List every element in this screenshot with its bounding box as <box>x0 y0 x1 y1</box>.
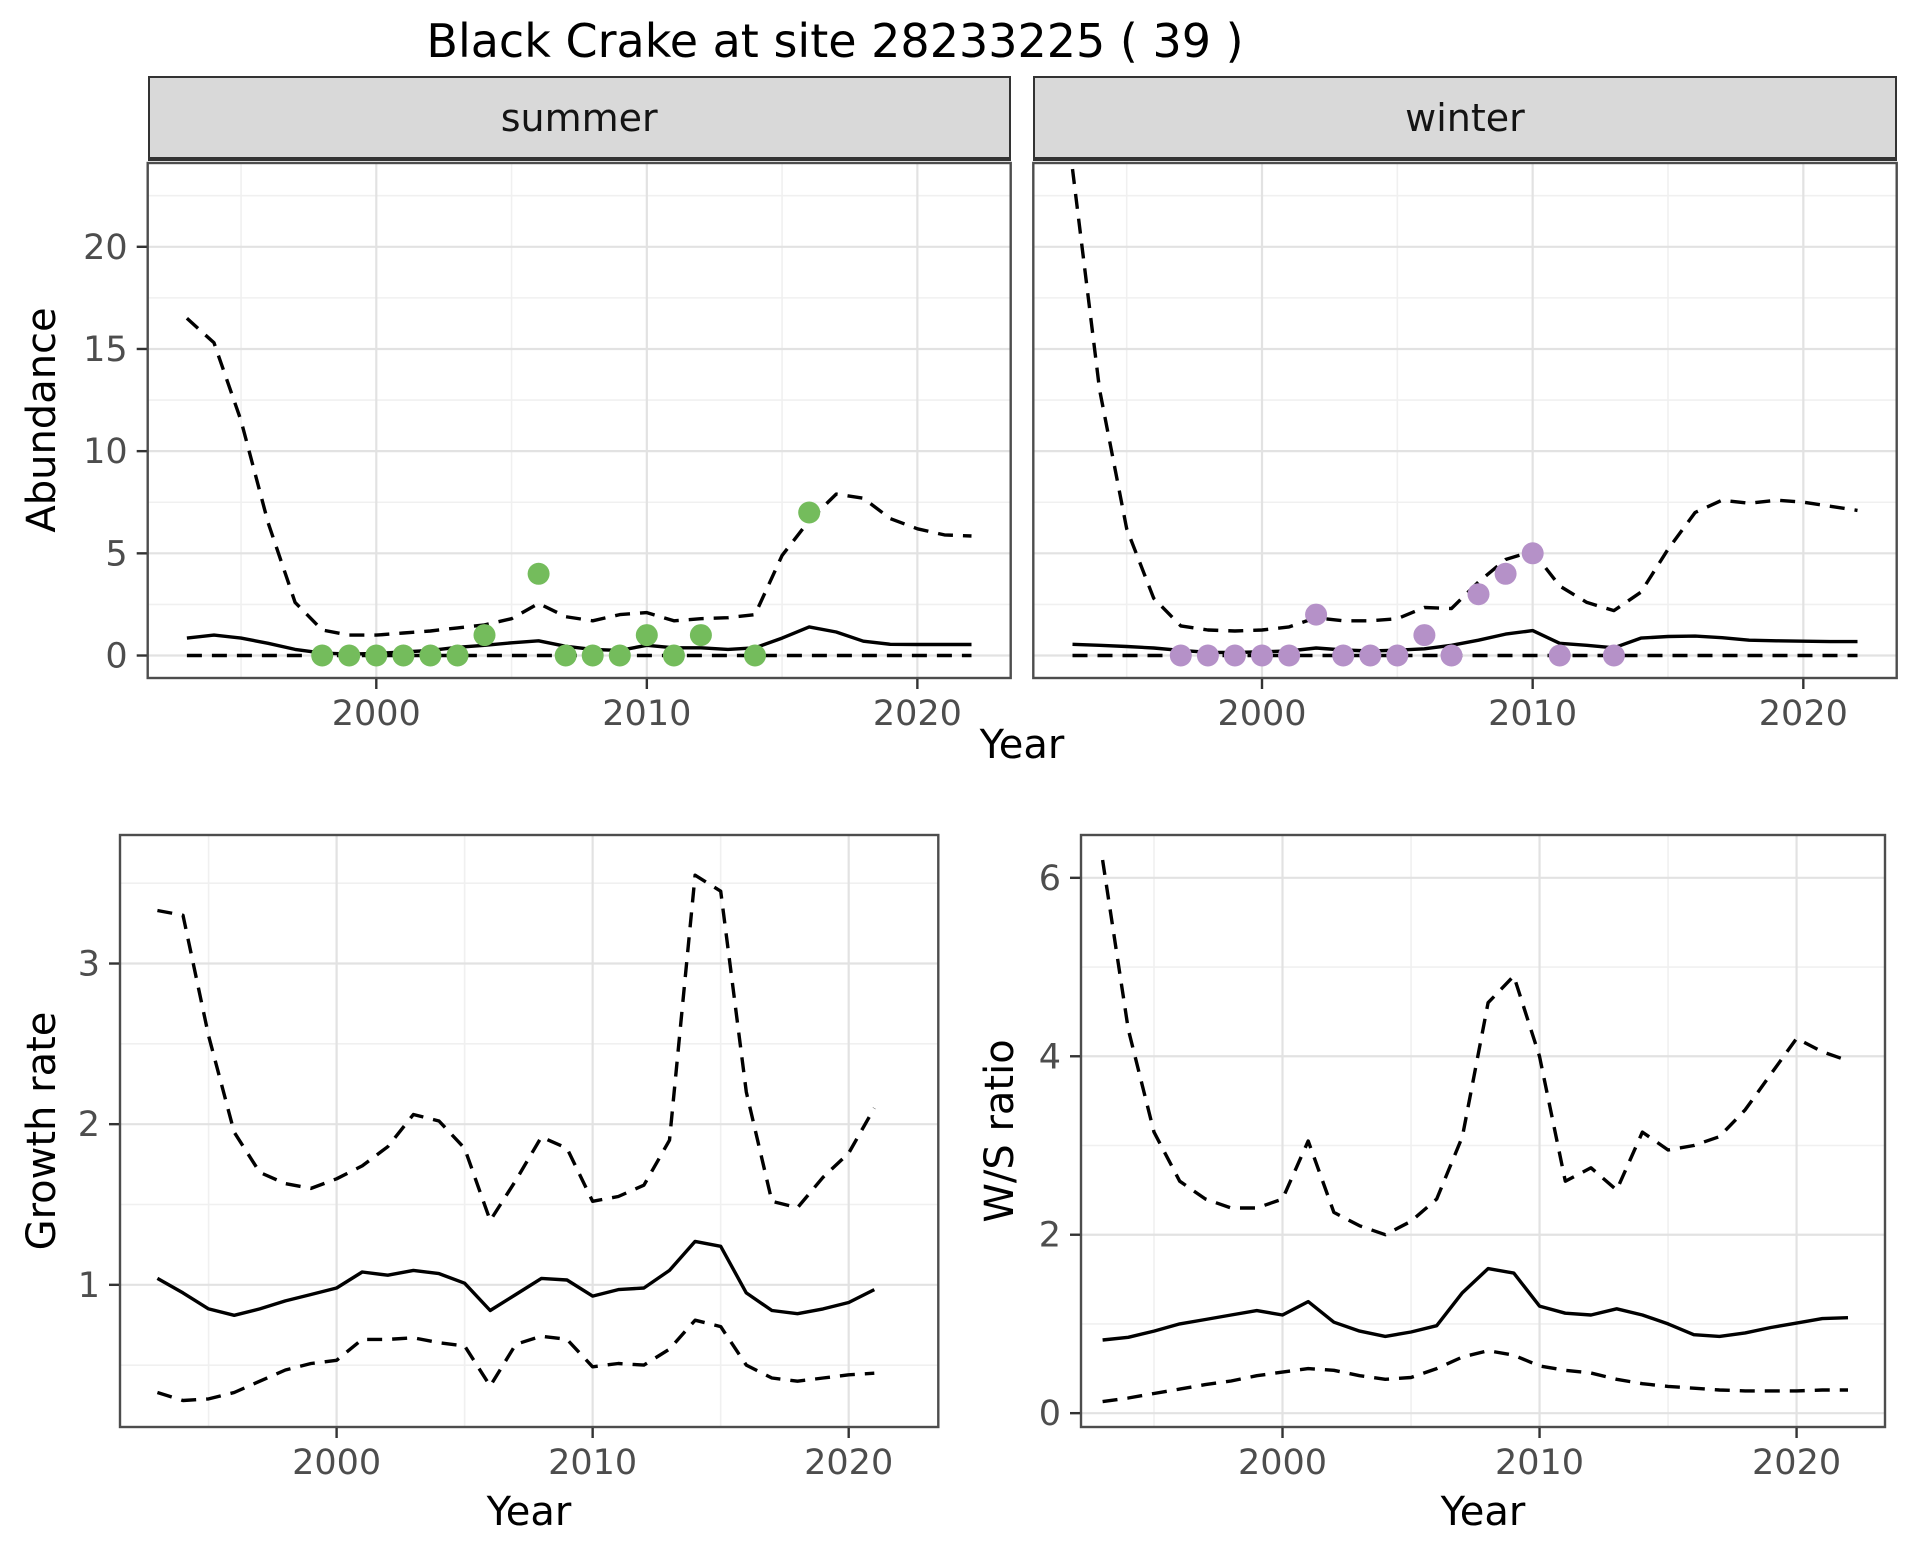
y-tick-label: 0 <box>1039 1394 1061 1434</box>
y-tick-label: 15 <box>83 330 128 370</box>
data-point <box>365 644 388 667</box>
data-point <box>473 624 496 647</box>
data-point <box>1196 644 1219 667</box>
x-tick-label: 2020 <box>1759 694 1848 734</box>
series-upper_ci-ws-ratio <box>1100 859 1849 1237</box>
y-tick-label: 3 <box>78 945 100 985</box>
data-point <box>1169 644 1192 667</box>
x-tick-label: 2010 <box>1495 1443 1584 1483</box>
points-abundance-summer <box>311 501 821 667</box>
data-point <box>1251 644 1273 667</box>
y-tick-label: 20 <box>83 228 128 268</box>
data-point <box>1413 624 1436 647</box>
data-point <box>1467 583 1490 606</box>
data-point <box>689 624 712 647</box>
y-tick-label: 6 <box>1039 859 1061 899</box>
data-point <box>662 644 685 667</box>
facet-strip-summer: summer <box>147 76 1011 161</box>
y-axis-title-ws-ratio: W/S ratio <box>977 1039 1023 1223</box>
y-tick-label: 4 <box>1039 1037 1061 1077</box>
data-point <box>1223 644 1246 667</box>
data-point <box>1548 644 1571 667</box>
data-point <box>635 624 658 647</box>
x-tick-label: 2010 <box>548 1443 637 1483</box>
x-axis-title-year-ws: Year <box>1440 1489 1526 1535</box>
x-axis-title-year-top: Year <box>979 722 1065 768</box>
data-point <box>581 644 604 667</box>
panel-ws-ratio: 2000 2010 2020 0 2 4 6 <box>1039 833 1887 1483</box>
x-tick-label: 2000 <box>332 694 421 734</box>
data-point <box>1278 644 1301 667</box>
data-point <box>1386 644 1409 667</box>
facet-strip-summer-label: summer <box>500 95 658 140</box>
data-point <box>798 501 821 524</box>
facet-strip-winter-label: winter <box>1405 95 1525 140</box>
data-point <box>527 562 550 585</box>
y-axis-title-abundance: Abundance <box>19 307 65 533</box>
x-tick-label: 2000 <box>1217 694 1306 734</box>
y-tick-label: 10 <box>83 432 128 472</box>
series-lower_ci-growth-rate <box>156 1318 875 1403</box>
panel-abundance-winter: 2000 2010 2020 <box>1032 161 1898 734</box>
y-tick-label: 0 <box>105 637 127 677</box>
data-point <box>744 644 766 667</box>
points-abundance-winter <box>1169 542 1625 667</box>
data-point <box>392 644 415 667</box>
x-tick-label: 2020 <box>873 694 962 734</box>
y-tick-label: 5 <box>105 534 127 574</box>
x-tick-label: 2000 <box>1238 1443 1327 1483</box>
data-point <box>1602 644 1625 667</box>
data-point <box>1440 644 1463 667</box>
y-axis-title-growth-rate: Growth rate <box>19 1011 65 1251</box>
series-upper_ci-abundance-summer <box>185 317 972 637</box>
data-point <box>608 644 631 667</box>
y-tick-label: 1 <box>78 1266 100 1306</box>
x-tick-label: 2010 <box>602 694 691 734</box>
page-title: Black Crake at site 28233225 ( 39 ) <box>426 14 1244 68</box>
series-median-ws-ratio <box>1102 1266 1849 1342</box>
x-tick-label: 2020 <box>1752 1443 1841 1483</box>
data-point <box>446 644 469 667</box>
y-tick-label: 2 <box>78 1105 100 1145</box>
x-axis-title-year-growth: Year <box>486 1489 572 1535</box>
data-point <box>311 644 334 667</box>
data-point <box>1494 562 1517 585</box>
series-median-growth-rate <box>156 1239 876 1317</box>
facet-strip-winter: winter <box>1033 76 1897 161</box>
panel-growth-rate: 2000 2010 2020 1 2 3 <box>78 833 940 1483</box>
data-point <box>1332 644 1355 667</box>
data-point <box>1305 603 1328 626</box>
data-point <box>554 644 577 667</box>
data-point <box>419 644 442 667</box>
x-tick-label: 2020 <box>804 1443 893 1483</box>
series-upper_ci-abundance-winter <box>1070 168 1858 633</box>
data-point <box>338 644 361 667</box>
data-point <box>1521 542 1544 565</box>
x-tick-label: 2010 <box>1488 694 1577 734</box>
data-point <box>1359 644 1382 667</box>
x-tick-label: 2000 <box>292 1443 381 1483</box>
y-tick-label: 2 <box>1039 1216 1061 1256</box>
panel-abundance-summer: 2000 2010 2020 0 5 10 15 20 <box>83 161 1012 734</box>
series-lower_ci-ws-ratio <box>1102 1349 1848 1404</box>
